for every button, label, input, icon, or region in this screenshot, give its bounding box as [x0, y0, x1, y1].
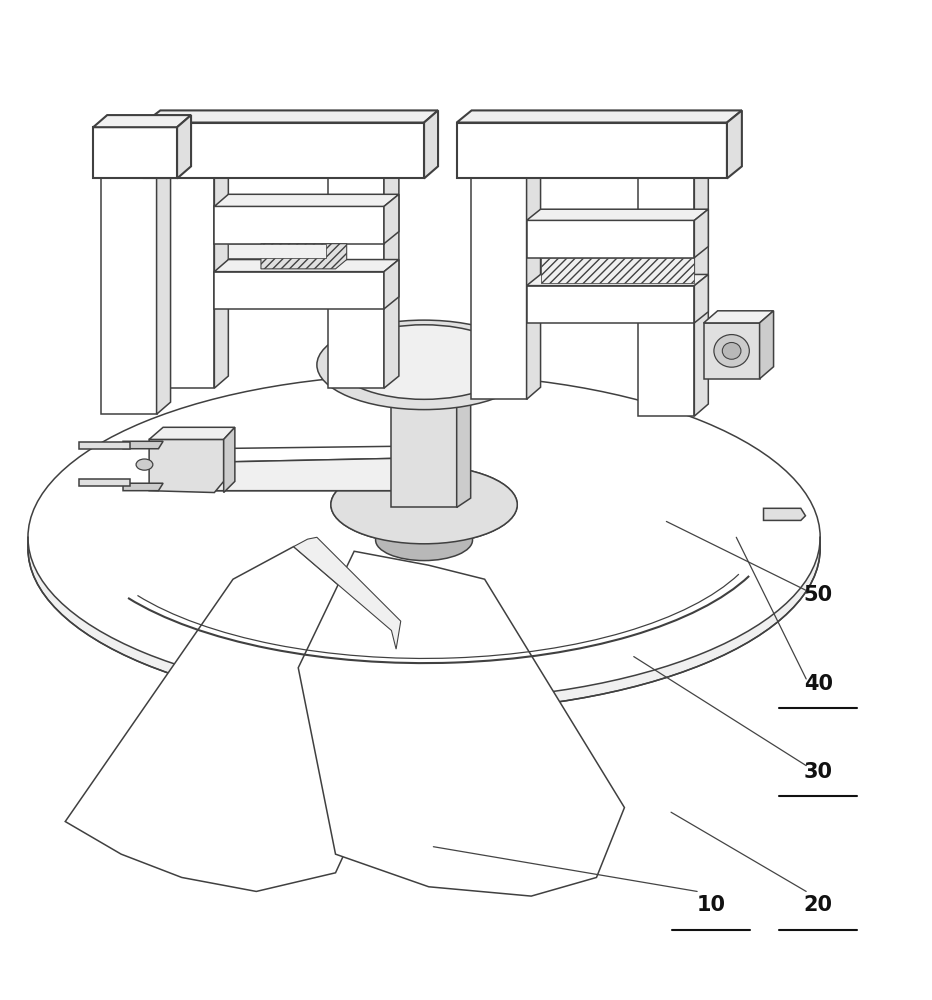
Ellipse shape [722, 342, 741, 359]
Polygon shape [727, 110, 742, 178]
Polygon shape [457, 123, 727, 178]
Ellipse shape [331, 466, 517, 544]
Polygon shape [65, 547, 391, 891]
Ellipse shape [28, 385, 820, 712]
Polygon shape [214, 163, 228, 388]
Polygon shape [704, 323, 760, 379]
Polygon shape [79, 442, 130, 449]
Polygon shape [123, 441, 163, 449]
Text: 40: 40 [803, 674, 833, 694]
Text: 20: 20 [803, 895, 833, 915]
Polygon shape [186, 446, 424, 463]
Polygon shape [93, 115, 191, 127]
Polygon shape [527, 220, 694, 258]
Polygon shape [457, 360, 471, 507]
Polygon shape [638, 176, 694, 416]
Text: 50: 50 [803, 585, 833, 605]
Polygon shape [763, 508, 805, 520]
Polygon shape [391, 370, 457, 507]
Polygon shape [384, 194, 399, 244]
Polygon shape [158, 163, 228, 174]
Polygon shape [527, 209, 708, 220]
Polygon shape [214, 194, 399, 206]
Polygon shape [368, 507, 480, 542]
Polygon shape [149, 427, 235, 439]
Polygon shape [384, 163, 399, 388]
Polygon shape [760, 311, 774, 379]
Text: 10: 10 [696, 895, 726, 915]
Polygon shape [186, 458, 424, 491]
Polygon shape [101, 176, 157, 414]
Polygon shape [79, 479, 130, 486]
Polygon shape [527, 286, 694, 323]
Polygon shape [298, 551, 624, 896]
Polygon shape [228, 244, 326, 258]
Polygon shape [294, 537, 401, 649]
Ellipse shape [336, 325, 513, 399]
Ellipse shape [331, 466, 517, 544]
Polygon shape [328, 174, 384, 388]
Polygon shape [384, 260, 399, 309]
Ellipse shape [376, 520, 473, 561]
Polygon shape [704, 311, 774, 323]
Polygon shape [457, 110, 742, 123]
Ellipse shape [136, 459, 153, 470]
Polygon shape [123, 483, 163, 491]
Ellipse shape [714, 335, 749, 367]
Polygon shape [158, 174, 214, 388]
Polygon shape [694, 209, 708, 258]
Polygon shape [93, 127, 177, 178]
Polygon shape [261, 244, 347, 269]
Polygon shape [424, 110, 438, 178]
Polygon shape [694, 274, 708, 323]
Polygon shape [224, 427, 235, 493]
Polygon shape [527, 164, 541, 399]
Polygon shape [471, 176, 527, 399]
Polygon shape [177, 115, 191, 178]
Polygon shape [214, 206, 384, 244]
Polygon shape [471, 164, 541, 176]
Polygon shape [144, 123, 424, 178]
Polygon shape [214, 260, 399, 272]
Polygon shape [638, 164, 708, 176]
Polygon shape [541, 258, 694, 283]
Polygon shape [157, 164, 171, 414]
Polygon shape [694, 164, 708, 416]
Ellipse shape [28, 374, 820, 700]
Polygon shape [101, 164, 171, 176]
Polygon shape [144, 110, 438, 123]
Polygon shape [149, 439, 224, 493]
Text: 30: 30 [803, 762, 833, 782]
Polygon shape [527, 274, 708, 286]
Polygon shape [186, 458, 410, 491]
Polygon shape [328, 163, 399, 174]
Ellipse shape [317, 320, 531, 410]
Polygon shape [214, 272, 384, 309]
